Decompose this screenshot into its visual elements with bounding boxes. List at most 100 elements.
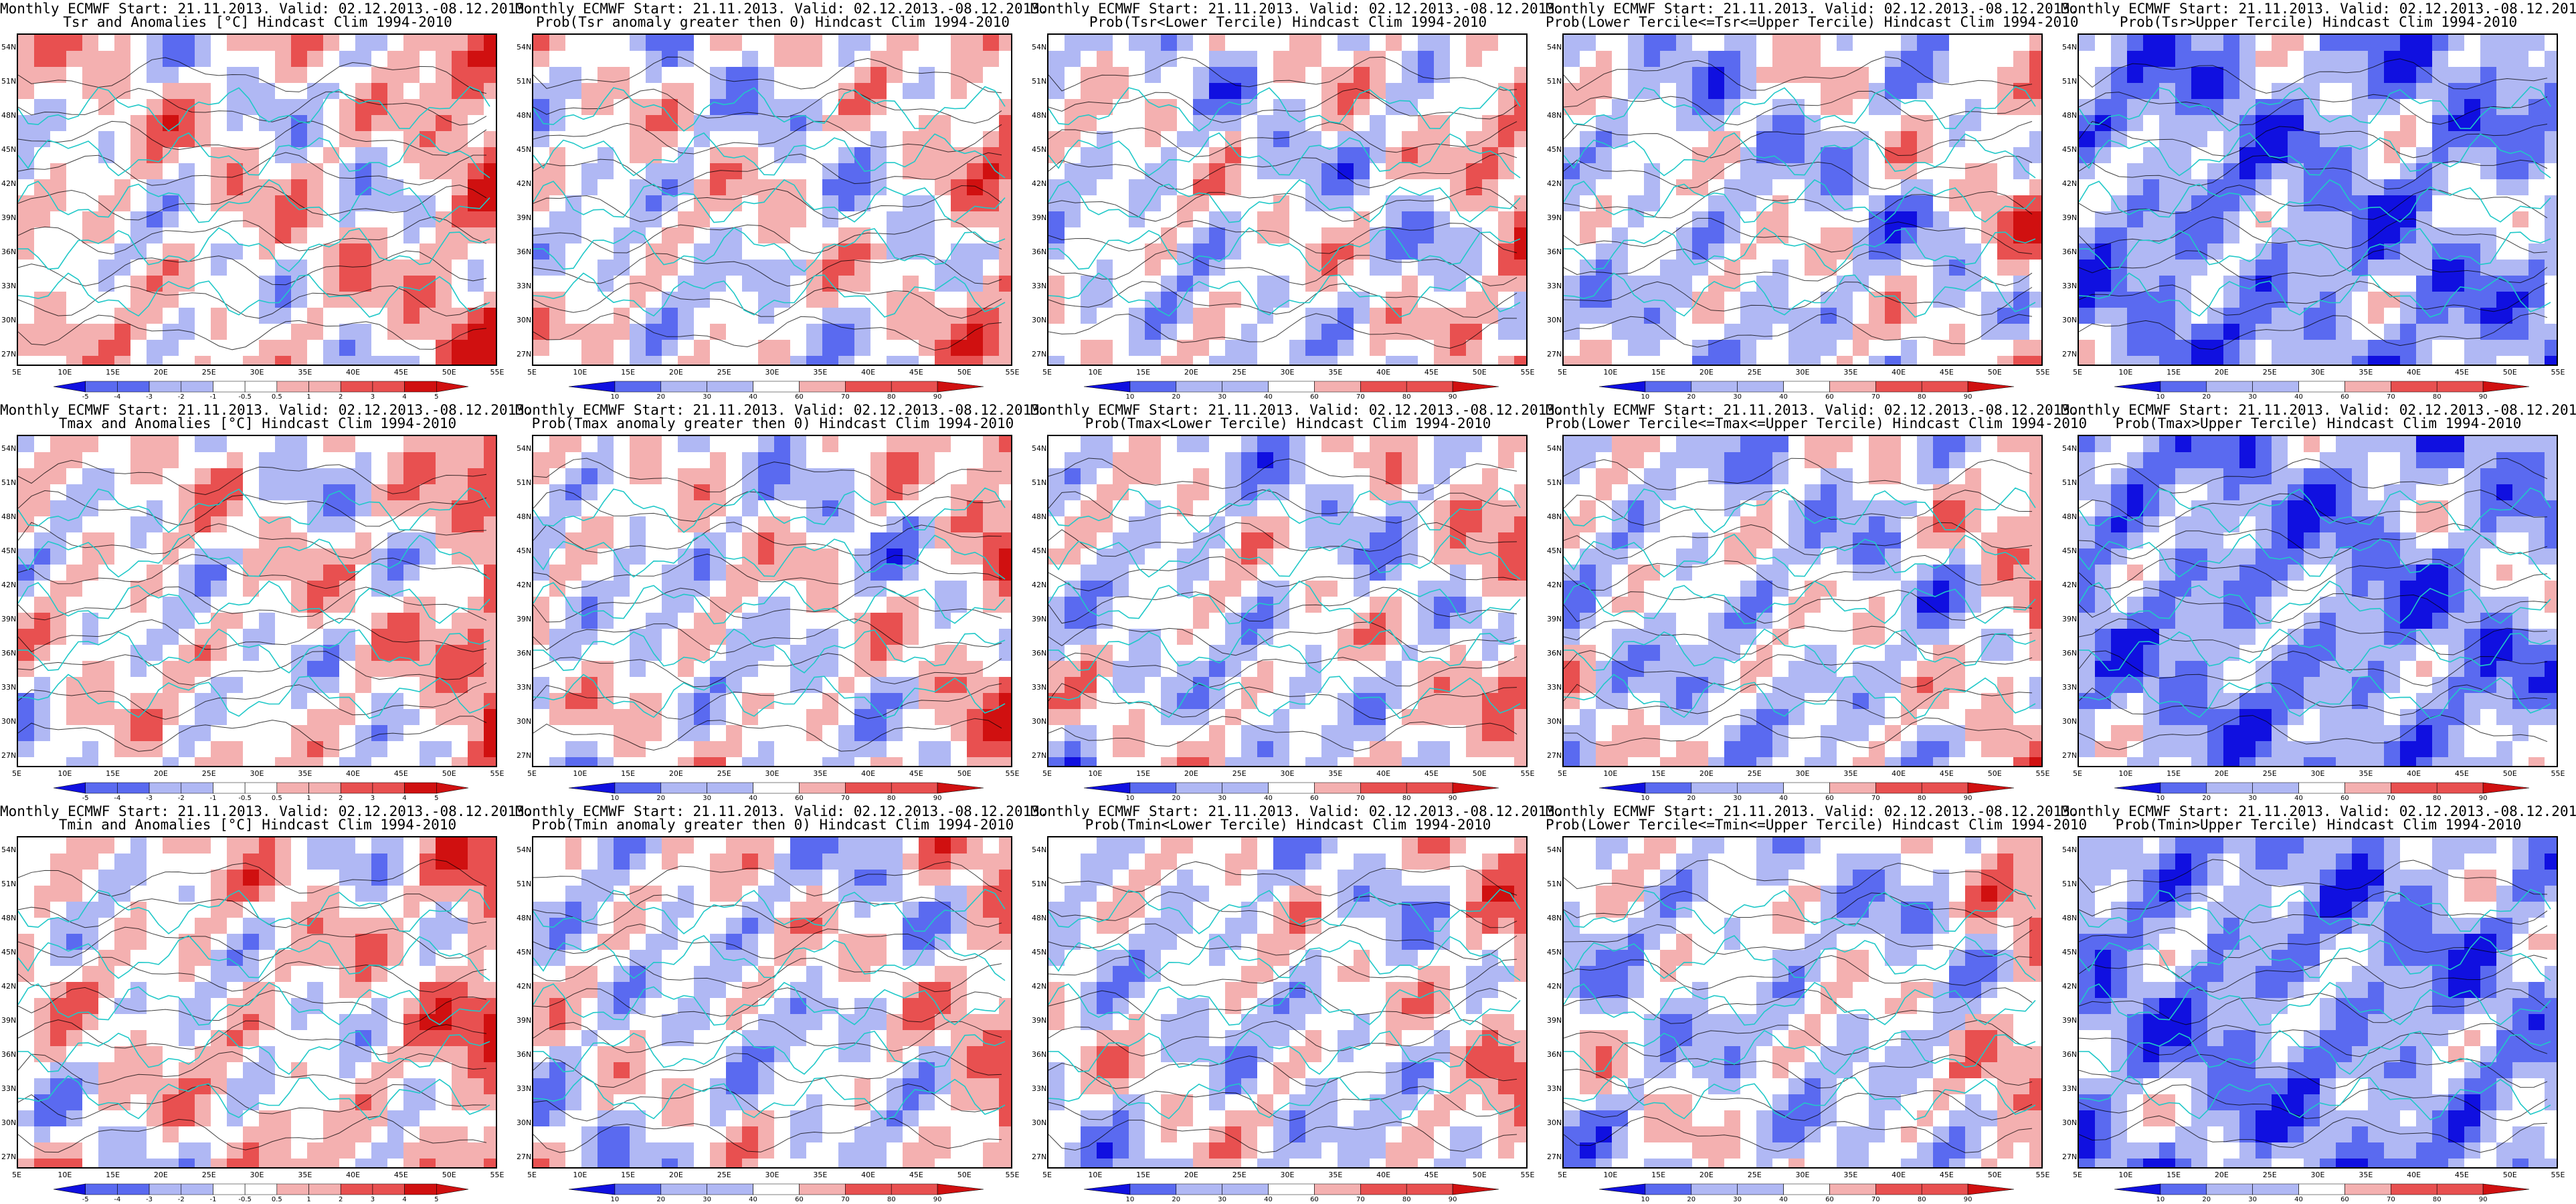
heatmap-cell [1788,260,1805,276]
heatmap-cell [2384,356,2401,365]
heatmap-cell [1354,340,1370,357]
heatmap-cell [549,500,566,517]
heatmap-cell [1917,83,1934,100]
heatmap-cell [1660,243,1677,260]
heatmap-cell [662,452,678,469]
heatmap-cell [371,741,388,758]
heatmap-cell [227,179,244,196]
heatmap-cell [630,324,646,340]
heatmap-cell [935,276,951,292]
heatmap-cell [533,276,550,292]
heatmap-cell [533,532,550,549]
colorbar-segment [2436,381,2484,393]
heatmap-cell [581,436,598,453]
heatmap-cell [758,677,775,694]
heatmap-cell [2400,67,2417,84]
heatmap-cell [2512,243,2529,260]
heatmap-cell [2384,163,2401,180]
panel-title-line2: Tsr and Anomalies [°C] Hindcast Clim 199… [63,14,452,30]
heatmap-cell [195,243,211,260]
heatmap-cell [227,613,244,629]
heatmap-cell [1772,179,1789,196]
heatmap-cell [2352,51,2369,68]
colorbar-segment [660,782,707,794]
heatmap-cell [323,51,340,68]
heatmap-cell [774,661,791,678]
heatmap-cell [1209,67,1226,84]
heatmap-cell [1885,131,1902,148]
heatmap-cell [420,292,436,308]
lon-tick-label: 5E [527,769,537,778]
heatmap-cell [597,179,614,196]
heatmap-cell [549,452,566,469]
heatmap-cell [614,484,630,501]
heatmap-cell [323,340,340,357]
colorbar-segment [660,381,707,393]
heatmap-cell [870,741,887,758]
heatmap-cell [774,227,791,244]
heatmap-cell [355,324,372,340]
heatmap-cell [2432,131,2449,148]
heatmap-cell [822,163,839,180]
heatmap-cell [2464,340,2481,357]
heatmap-cell [2079,211,2096,228]
heatmap-cell [147,741,163,758]
heatmap-cell [614,163,630,180]
heatmap-cell [484,340,496,357]
heatmap-cell [371,67,388,84]
heatmap-cell [790,548,807,565]
heatmap-cell [371,356,388,365]
heatmap-cell [549,741,566,758]
heatmap-cell [1402,51,1418,68]
heatmap-cell [114,276,131,292]
forecast-panel: Monthly ECMWF Start: 21.11.2013. Valid: … [1030,401,1564,803]
heatmap-cell [1837,243,1853,260]
colorbar-tick-label: 20 [1687,393,1696,401]
heatmap-cell [1048,500,1065,517]
heatmap-cell [436,340,452,357]
heatmap-cell [806,340,823,357]
heatmap-cell [179,629,195,645]
heatmap-cell [2127,115,2144,132]
heatmap-cell [838,757,855,766]
heatmap-cell [1402,356,1418,365]
heatmap-cell [549,324,566,340]
heatmap-cell [2400,340,2417,357]
heatmap-cell [2223,195,2240,212]
lon-tick-label: 25E [1232,368,1247,377]
heatmap-cell [452,468,468,485]
heatmap-cell [2095,340,2112,357]
heatmap-cell [468,292,484,308]
heatmap-cell [2095,131,2112,148]
heatmap-cell [1161,324,1178,340]
lon-tick-label: 5E [1042,368,1052,377]
heatmap-cell [1564,67,1580,84]
heatmap-cell [870,484,887,501]
heatmap-cell [790,741,807,758]
heatmap-cell [2239,67,2256,84]
heatmap-cell [1065,308,1081,324]
heatmap-cell [549,548,566,565]
lon-tick-label: 40E [346,368,361,377]
heatmap-cell [1402,131,1418,148]
heatmap-cell [1386,131,1402,148]
heatmap-cell [581,115,598,132]
heatmap-cell [1434,163,1451,180]
lon-tick-label: 5E [1558,368,1567,377]
heatmap-cell [870,147,887,164]
heatmap-cell [1450,179,1467,196]
heatmap-cell [195,741,211,758]
heatmap-cell [1514,276,1526,292]
heatmap-cell [66,324,83,340]
heatmap-cell [1081,51,1097,68]
heatmap-cell [2029,67,2041,84]
heatmap-cell [854,115,871,132]
heatmap-cell [597,757,614,766]
heatmap-cell [597,452,614,469]
heatmap-cell [211,532,227,549]
heatmap-cell [565,308,582,324]
heatmap-cell [1628,115,1645,132]
heatmap-cell [2191,131,2208,148]
heatmap-cell [662,227,678,244]
heatmap-cell [726,35,743,52]
